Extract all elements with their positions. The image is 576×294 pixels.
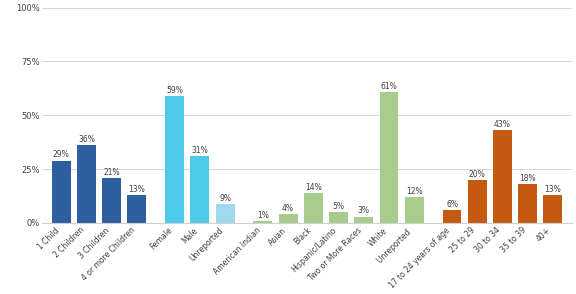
Bar <box>544 195 562 223</box>
Text: 21%: 21% <box>103 168 120 177</box>
Bar <box>191 156 209 223</box>
Text: 18%: 18% <box>520 174 536 183</box>
Bar <box>127 195 146 223</box>
Text: 1%: 1% <box>257 211 269 220</box>
Bar <box>77 146 96 223</box>
Text: 5%: 5% <box>332 202 344 211</box>
Bar <box>165 96 184 223</box>
Bar <box>329 212 348 223</box>
Text: 31%: 31% <box>191 146 208 155</box>
Text: 12%: 12% <box>406 187 423 196</box>
Bar <box>518 184 537 223</box>
Bar <box>253 221 272 223</box>
Bar <box>468 180 487 223</box>
Text: 61%: 61% <box>381 81 397 91</box>
Bar <box>304 193 323 223</box>
Text: 6%: 6% <box>446 200 458 209</box>
Text: 13%: 13% <box>544 185 561 194</box>
Bar <box>442 210 461 223</box>
Bar <box>102 178 121 223</box>
Bar <box>215 204 234 223</box>
Bar <box>279 214 298 223</box>
Bar <box>405 197 424 223</box>
Text: 36%: 36% <box>78 135 95 144</box>
Text: 4%: 4% <box>282 204 294 213</box>
Bar <box>493 131 512 223</box>
Text: 20%: 20% <box>469 170 486 179</box>
Text: 14%: 14% <box>305 183 322 192</box>
Text: 13%: 13% <box>128 185 145 194</box>
Text: 59%: 59% <box>166 86 183 95</box>
Text: 43%: 43% <box>494 120 511 129</box>
Text: 3%: 3% <box>358 206 370 216</box>
Bar <box>354 216 373 223</box>
Bar <box>380 92 399 223</box>
Text: 9%: 9% <box>219 193 231 203</box>
Bar <box>52 161 71 223</box>
Text: 29%: 29% <box>53 151 70 159</box>
